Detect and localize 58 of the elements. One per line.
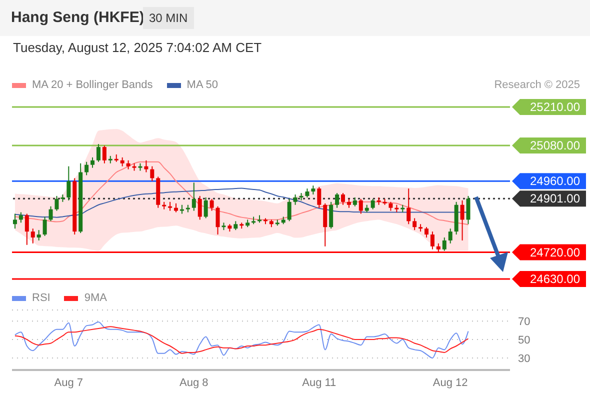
- candlestick: [412, 218, 417, 231]
- candlestick: [84, 161, 89, 176]
- candlestick: [442, 236, 446, 252]
- candlestick: [287, 198, 292, 222]
- candlestick: [370, 198, 375, 210]
- candlestick: [12, 213, 17, 230]
- candlestick: [317, 186, 322, 208]
- text: 30 MIN: [143, 7, 194, 29]
- candlestick: [90, 156, 95, 168]
- legend-label: 9MA: [84, 292, 107, 304]
- candlestick: [42, 216, 47, 236]
- candlestick: [144, 160, 148, 173]
- legend-label: RSI: [32, 292, 50, 304]
- x-tick-label: Aug 12: [432, 376, 468, 389]
- y-tick-label: 25080.00: [530, 138, 580, 153]
- legend-label: MA 20 + Bollinger Bands: [32, 79, 153, 91]
- candlestick: [54, 195, 59, 212]
- candlestick: [24, 213, 29, 246]
- candlestick: [430, 231, 434, 250]
- chart-subtitle: Tuesday, August 12, 2025 7:04:02 AM CET: [13, 40, 262, 55]
- x-tick-label: Aug 7: [54, 376, 84, 389]
- candlestick: [204, 196, 208, 219]
- candlestick: [460, 200, 464, 241]
- candlestick: [216, 206, 220, 236]
- candlestick: [66, 166, 71, 201]
- candlestick: [341, 192, 346, 206]
- y-tick-label: 30: [518, 352, 530, 365]
- candlestick: [323, 202, 328, 247]
- candlestick: [406, 188, 411, 225]
- candlestick: [192, 182, 196, 212]
- candlestick: [96, 144, 100, 162]
- y-tick-label: 24901.00: [530, 192, 580, 206]
- candlestick: [36, 230, 41, 241]
- candlestick: [466, 195, 470, 225]
- x-tick-label: Aug 8: [180, 376, 208, 389]
- candlestick: [448, 228, 452, 244]
- candlestick: [329, 201, 334, 230]
- candlestick: [293, 194, 298, 206]
- candlestick: [210, 198, 214, 212]
- candlestick: [198, 195, 202, 220]
- candlestick: [30, 228, 35, 244]
- candlestick: [358, 198, 363, 214]
- x-tick-label: Aug 11: [302, 376, 336, 389]
- y-tick-label: 24630.00: [530, 272, 580, 286]
- candlestick: [424, 226, 429, 238]
- y-tick-label: 24960.00: [530, 174, 580, 188]
- legend-label: MA 50: [186, 79, 218, 91]
- y-tick-label: 24720.00: [530, 245, 580, 260]
- candlestick: [335, 192, 340, 208]
- candlestick: [48, 206, 53, 222]
- y-tick-label: 25210.00: [530, 100, 580, 114]
- chart-title: Hang Seng (HKFE): [11, 9, 144, 26]
- y-tick-label: 70: [518, 316, 530, 328]
- text: Research © 2025: [494, 79, 580, 91]
- candlestick: [102, 145, 106, 164]
- candlestick: [18, 212, 23, 224]
- candlestick: [150, 166, 154, 182]
- y-tick-label: 50: [518, 334, 530, 346]
